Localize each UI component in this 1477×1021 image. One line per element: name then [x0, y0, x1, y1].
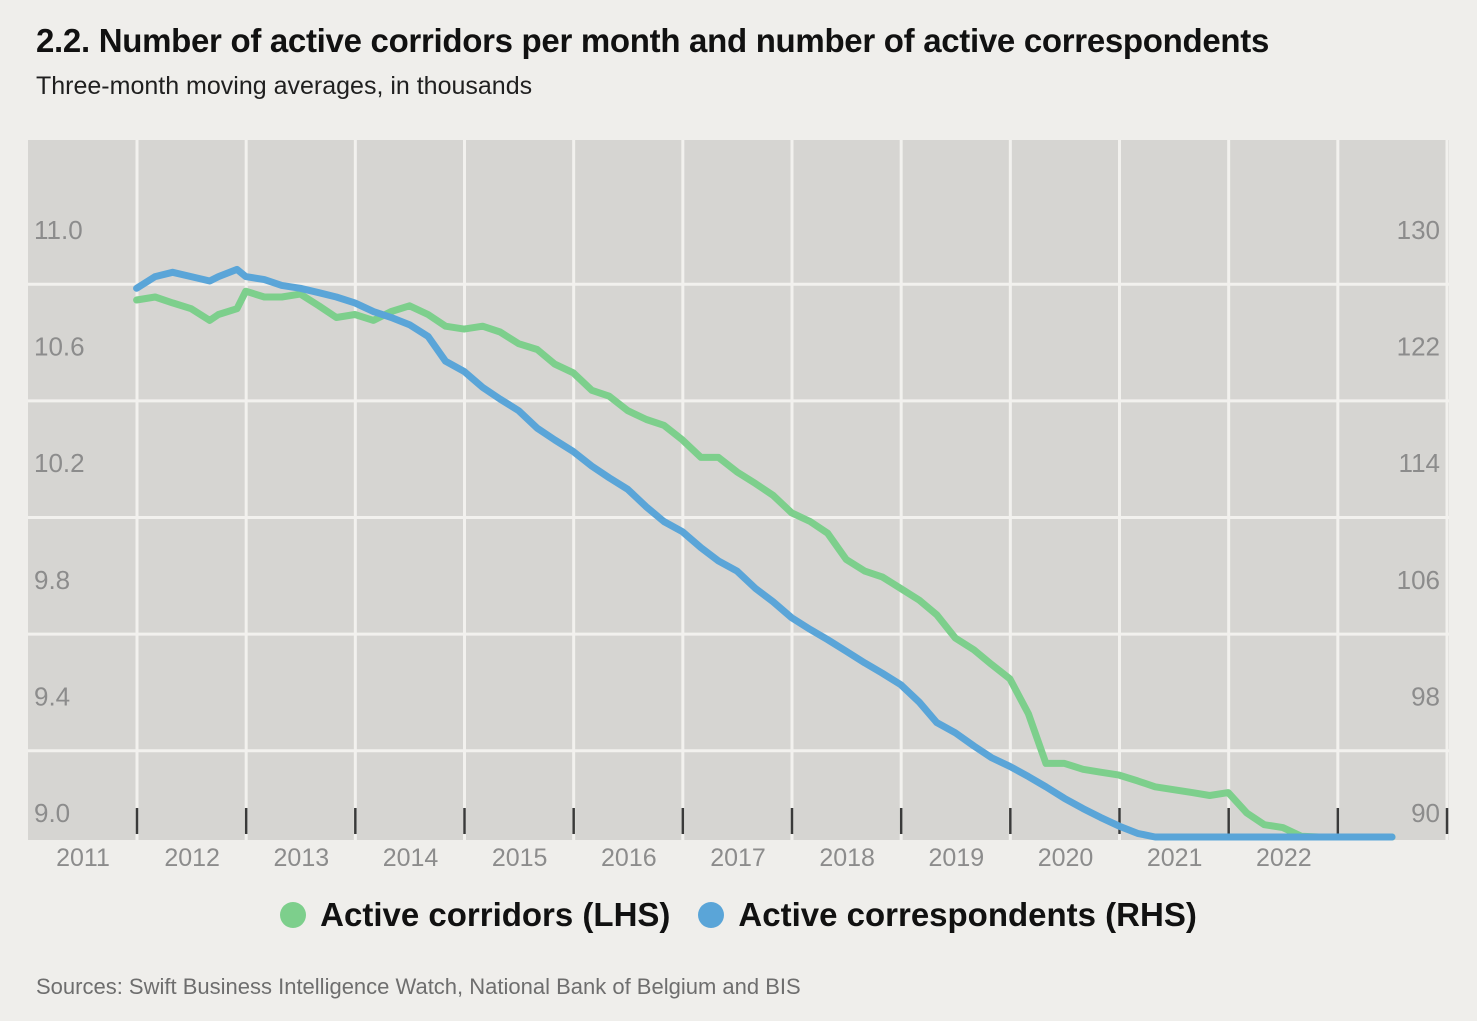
- legend: Active corridors (LHS) Active correspond…: [0, 896, 1477, 934]
- x-tick-label: 2011: [56, 844, 110, 872]
- plot-background: [28, 140, 1449, 840]
- x-tick-label: 2022: [1256, 844, 1312, 872]
- x-tick-label: 2018: [819, 844, 875, 872]
- x-tick-label: 2012: [164, 844, 220, 872]
- chart-title: 2.2. Number of active corridors per mont…: [36, 22, 1270, 59]
- legend-label-correspondents: Active correspondents (RHS): [738, 896, 1197, 933]
- y-left-tick-label: 10.6: [34, 332, 85, 362]
- y-right-tick-label: 106: [1397, 565, 1440, 595]
- legend-label-corridors: Active corridors (LHS): [320, 896, 671, 933]
- y-left-tick-label: 10.2: [34, 448, 85, 478]
- series-line-correspondents: [133, 265, 1396, 841]
- y-right-tick-label: 114: [1399, 448, 1440, 478]
- source-note: Sources: Swift Business Intelligence Wat…: [36, 974, 801, 999]
- legend-item-corridors: Active corridors (LHS): [280, 896, 670, 934]
- x-tick-label: 2020: [1038, 844, 1094, 872]
- y-left-tick-label: 9.4: [34, 681, 70, 711]
- y-right-tick-label: 130: [1397, 215, 1440, 245]
- x-tick-label: 2019: [929, 844, 985, 872]
- x-tick-label: 2014: [383, 844, 439, 872]
- grid-layer: [28, 140, 1449, 840]
- series-line-corridors: [133, 287, 1396, 841]
- tick-layer: 11.0 10.6 10.2 9.8 9.4 9.0 130 122 114 106 98 90 201…: [34, 215, 1449, 872]
- x-tick-label: 2015: [492, 844, 548, 872]
- y-left-tick-label: 9.0: [34, 798, 70, 828]
- legend-marker-correspondents: [698, 902, 725, 928]
- y-left-tick-label: 9.8: [34, 565, 70, 595]
- x-tick-label: 2017: [710, 844, 766, 872]
- legend-item-correspondents: Active correspondents (RHS): [698, 896, 1197, 934]
- y-right-tick-label: 122: [1397, 332, 1440, 362]
- y-right-tick-label: 98: [1411, 681, 1440, 711]
- x-tick-label: 2013: [274, 844, 330, 872]
- x-tick-label: 2021: [1147, 844, 1203, 872]
- y-right-tick-label: 90: [1411, 798, 1440, 828]
- x-tick-label: 2016: [601, 844, 657, 872]
- series-layer: [133, 265, 1396, 841]
- y-left-tick-label: 11.0: [34, 215, 83, 245]
- legend-marker-corridors: [280, 902, 307, 928]
- chart-subtitle: Three-month moving averages, in thousand…: [36, 72, 533, 100]
